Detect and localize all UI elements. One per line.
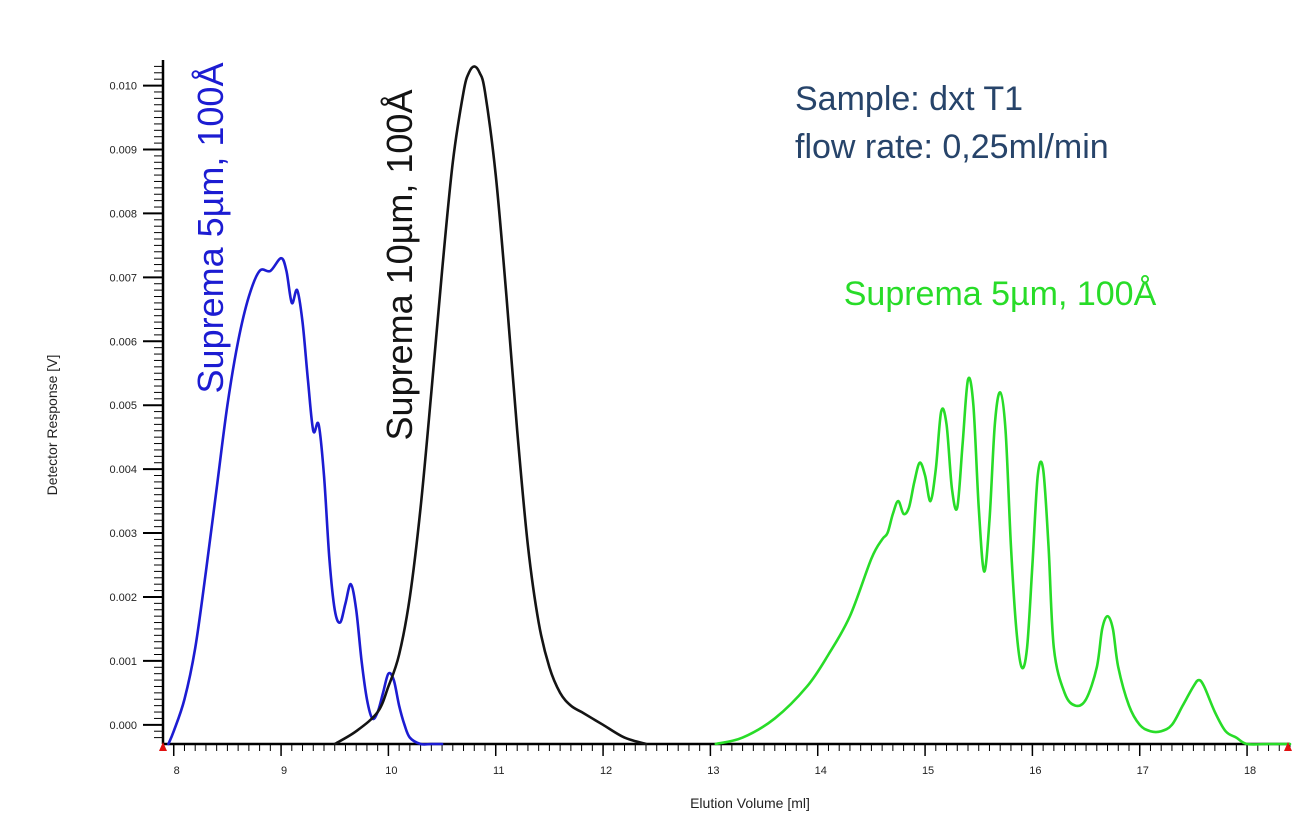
y-tick-label-5: 0.005 — [109, 400, 137, 412]
annotation-green-series: Suprema 5µm, 100Å — [844, 275, 1157, 313]
x-major-ticks: 8 9 10 11 12 13 14 15 16 17 18 — [172, 744, 1256, 777]
y-tick-label-9: 0.009 — [109, 144, 137, 156]
y-tick-label-2: 0.002 — [109, 592, 137, 604]
x-tick-label-9: 17 — [1137, 765, 1149, 777]
x-tick-label-0: 8 — [174, 765, 180, 777]
x-tick-label-10: 18 — [1244, 765, 1256, 777]
y-tick-label-4: 0.004 — [109, 464, 137, 476]
annotation-blue-series: Suprema 5µm, 100Å — [190, 63, 231, 394]
annotation-sample: Sample: dxt T1 — [795, 80, 1023, 118]
series-line-1 — [333, 65, 648, 746]
y-tick-label-7: 0.007 — [109, 272, 137, 284]
y-tick-label-3: 0.003 — [109, 528, 137, 540]
x-tick-label-8: 16 — [1029, 765, 1041, 777]
series-layer — [167, 65, 1292, 746]
x-tick-label-2: 10 — [385, 765, 397, 777]
x-tick-label-5: 13 — [707, 765, 719, 777]
x-axis-label: Elution Volume [ml] — [690, 795, 810, 811]
x-tick-label-3: 11 — [493, 765, 504, 777]
y-minor-ticks — [154, 65, 163, 739]
y-tick-label-8: 0.008 — [109, 208, 137, 220]
y-tick-label-10: 0.010 — [109, 81, 137, 93]
y-tick-label-6: 0.006 — [109, 336, 137, 348]
x-tick-label-1: 9 — [281, 765, 287, 777]
x-tick-label-4: 12 — [600, 765, 612, 777]
x-tick-label-7: 15 — [922, 765, 934, 777]
axis-start-marker — [159, 742, 167, 751]
y-axis-label: Detector Response [V] — [44, 355, 60, 496]
annotation-black-series: Suprema 10µm, 100Å — [379, 90, 420, 441]
y-major-ticks: 0.000 0.001 0.002 0.003 0.004 0.005 0.006 0.007… — [109, 81, 163, 732]
series-line-0 — [167, 256, 444, 746]
axis-end-marker — [1284, 742, 1292, 751]
y-tick-label-1: 0.001 — [109, 656, 137, 668]
series-line-2 — [714, 376, 1292, 746]
x-tick-label-6: 14 — [815, 765, 827, 777]
y-tick-label-0: 0.000 — [109, 720, 137, 732]
annotation-flow-rate: flow rate: 0,25ml/min — [795, 128, 1109, 166]
